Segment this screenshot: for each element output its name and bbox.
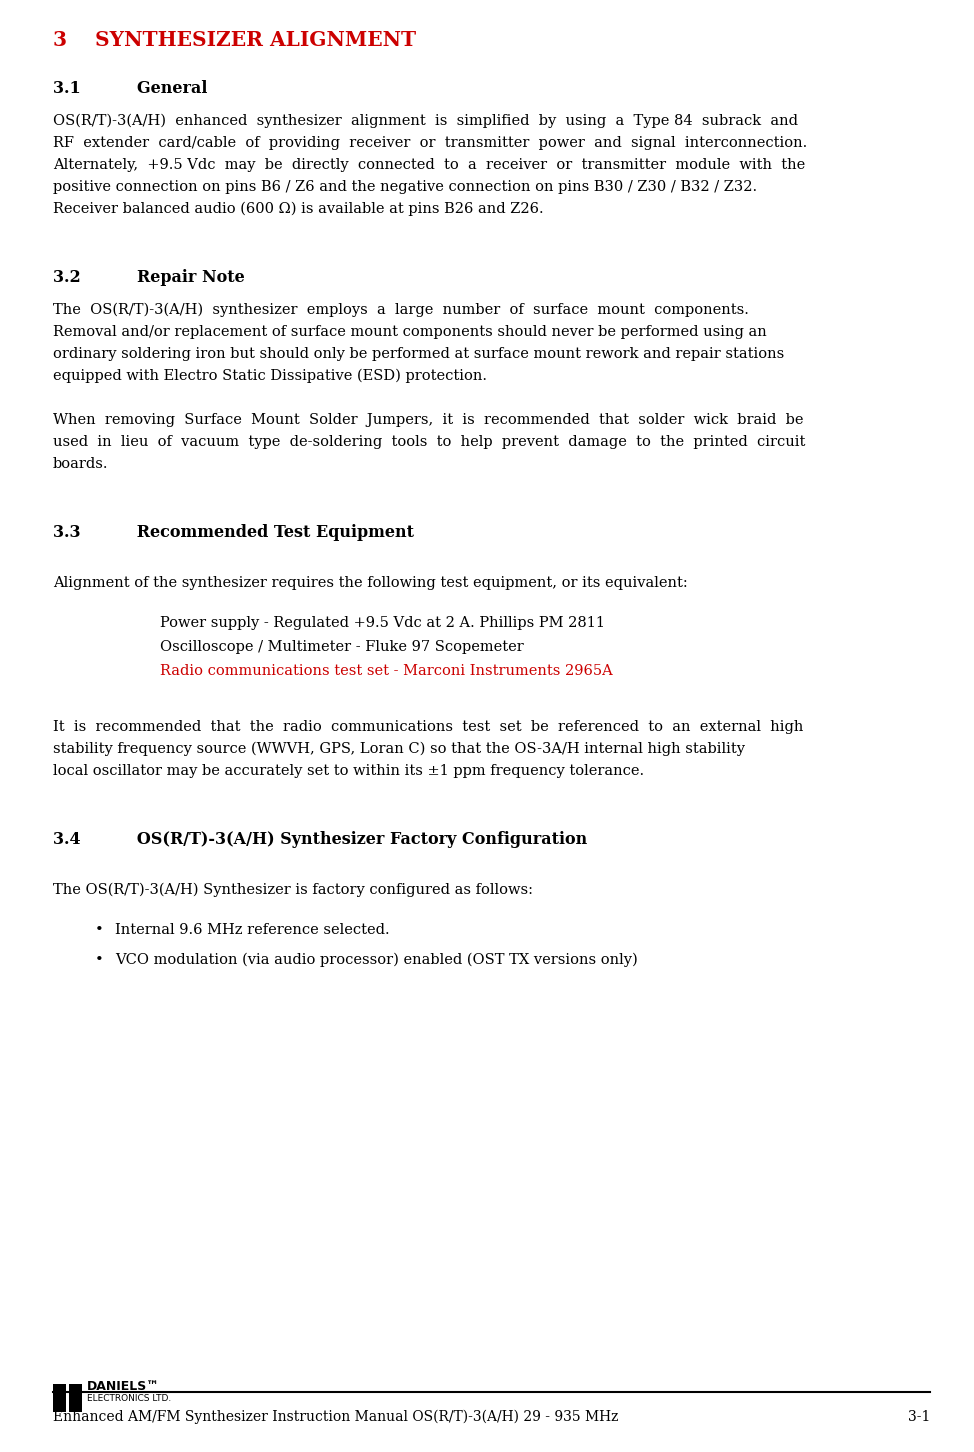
Text: DANIELS™: DANIELS™	[87, 1379, 160, 1392]
Text: OS(R/T)-3(A/H)  enhanced  synthesizer  alignment  is  simplified  by  using  a  : OS(R/T)-3(A/H) enhanced synthesizer alig…	[53, 115, 798, 128]
Bar	[53, 1384, 66, 1411]
Text: 3-1: 3-1	[908, 1410, 930, 1424]
Text: equipped with Electro Static Dissipative (ESD) protection.: equipped with Electro Static Dissipative…	[53, 369, 487, 383]
Text: ELECTRONICS LTD.: ELECTRONICS LTD.	[87, 1394, 171, 1403]
Text: local oscillator may be accurately set to within its ±1 ppm frequency tolerance.: local oscillator may be accurately set t…	[53, 764, 644, 778]
Text: Radio communications test set - Marconi Instruments 2965A: Radio communications test set - Marconi …	[160, 664, 613, 678]
Text: 3.1          General: 3.1 General	[53, 80, 207, 97]
Text: Removal and/or replacement of surface mount components should never be performed: Removal and/or replacement of surface mo…	[53, 325, 767, 338]
Text: Enhanced AM/FM Synthesizer Instruction Manual OS(R/T)-3(A/H) 29 - 935 MHz: Enhanced AM/FM Synthesizer Instruction M…	[53, 1410, 618, 1424]
Text: Alternately,  +9.5 Vdc  may  be  directly  connected  to  a  receiver  or  trans: Alternately, +9.5 Vdc may be directly co…	[53, 158, 805, 171]
Text: stability frequency source (WWVH, GPS, Loran C) so that the OS-3A/H internal hig: stability frequency source (WWVH, GPS, L…	[53, 742, 745, 756]
Text: ordinary soldering iron but should only be performed at surface mount rework and: ordinary soldering iron but should only …	[53, 347, 784, 362]
Text: Internal 9.6 MHz reference selected.: Internal 9.6 MHz reference selected.	[115, 923, 390, 937]
Bar	[69, 1384, 82, 1411]
Text: VCO modulation (via audio processor) enabled (OST TX versions only): VCO modulation (via audio processor) ena…	[115, 953, 638, 967]
Text: positive connection on pins B6 / Z6 and the negative connection on pins B30 / Z3: positive connection on pins B6 / Z6 and …	[53, 180, 757, 195]
Text: used  in  lieu  of  vacuum  type  de-soldering  tools  to  help  prevent  damage: used in lieu of vacuum type de-soldering…	[53, 436, 805, 449]
Text: Oscilloscope / Multimeter - Fluke 97 Scopemeter: Oscilloscope / Multimeter - Fluke 97 Sco…	[160, 640, 524, 653]
Text: It  is  recommended  that  the  radio  communications  test  set  be  referenced: It is recommended that the radio communi…	[53, 720, 804, 735]
Text: When  removing  Surface  Mount  Solder  Jumpers,  it  is  recommended  that  sol: When removing Surface Mount Solder Jumpe…	[53, 412, 804, 427]
Text: •: •	[95, 923, 104, 937]
Text: 3    SYNTHESIZER ALIGNMENT: 3 SYNTHESIZER ALIGNMENT	[53, 30, 416, 49]
Text: Power supply - Regulated +9.5 Vdc at 2 A. Phillips PM 2811: Power supply - Regulated +9.5 Vdc at 2 A…	[160, 616, 605, 630]
Text: •: •	[95, 953, 104, 967]
Text: The OS(R/T)-3(A/H) Synthesizer is factory configured as follows:: The OS(R/T)-3(A/H) Synthesizer is factor…	[53, 883, 533, 897]
Text: Alignment of the synthesizer requires the following test equipment, or its equiv: Alignment of the synthesizer requires th…	[53, 576, 688, 590]
Text: RF  extender  card/cable  of  providing  receiver  or  transmitter  power  and  : RF extender card/cable of providing rece…	[53, 136, 807, 150]
Text: The  OS(R/T)-3(A/H)  synthesizer  employs  a  large  number  of  surface  mount : The OS(R/T)-3(A/H) synthesizer employs a…	[53, 303, 749, 318]
Text: 3.2          Repair Note: 3.2 Repair Note	[53, 269, 244, 286]
Text: Receiver balanced audio (600 Ω) is available at pins B26 and Z26.: Receiver balanced audio (600 Ω) is avail…	[53, 202, 543, 216]
Text: boards.: boards.	[53, 457, 108, 470]
Text: 3.3          Recommended Test Equipment: 3.3 Recommended Test Equipment	[53, 524, 414, 542]
Text: 3.4          OS(R/T)-3(A/H) Synthesizer Factory Configuration: 3.4 OS(R/T)-3(A/H) Synthesizer Factory C…	[53, 831, 587, 848]
